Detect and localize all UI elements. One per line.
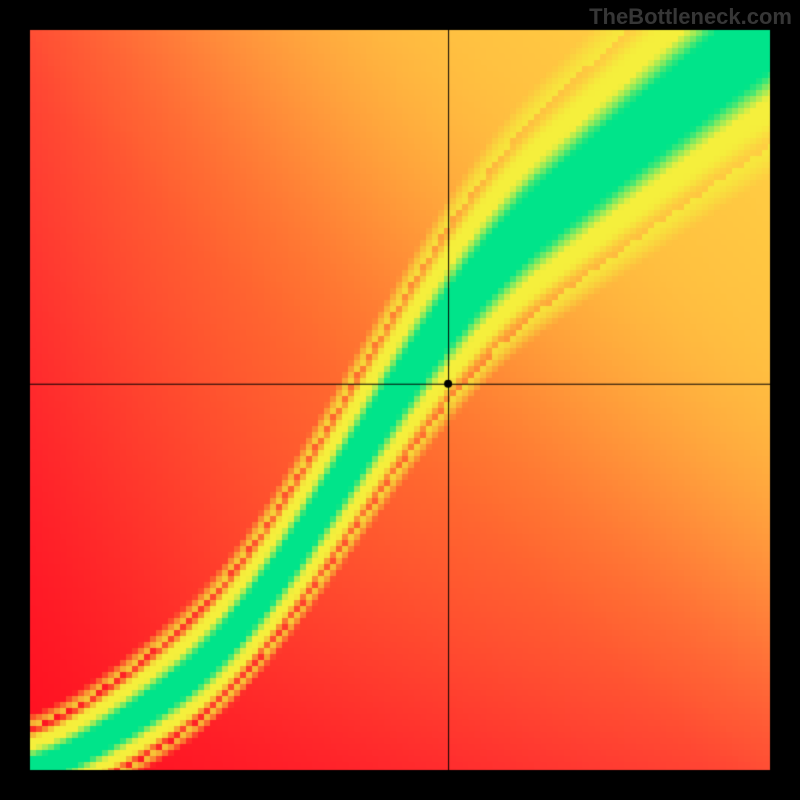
chart-container: TheBottleneck.com xyxy=(0,0,800,800)
bottleneck-heatmap xyxy=(0,0,800,800)
watermark-text: TheBottleneck.com xyxy=(589,4,792,30)
